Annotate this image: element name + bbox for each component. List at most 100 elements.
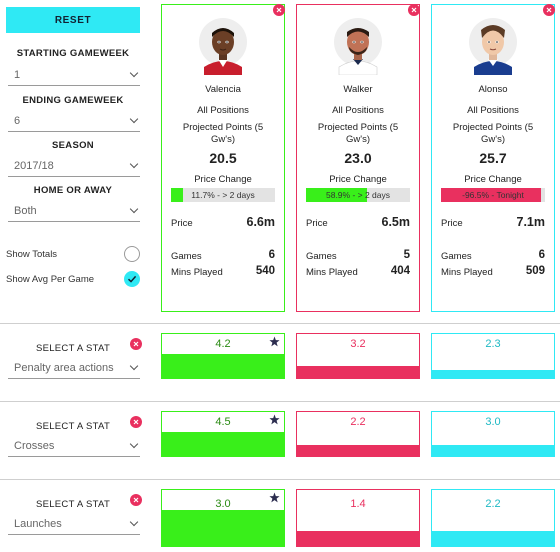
player-name: Valencia (205, 84, 241, 95)
stat-value: 2.2 (485, 498, 501, 510)
chevron-down-icon (129, 68, 139, 78)
star-icon (269, 336, 280, 347)
price-change-label: Price Change (194, 174, 252, 185)
starting-gameweek-value: 1 (14, 68, 21, 81)
ending-gameweek-value: 6 (14, 114, 21, 127)
projected-points-value: 20.5 (209, 150, 237, 166)
price-value: 6.6m (246, 215, 276, 229)
player-name: Alonso (478, 84, 508, 95)
chevron-down-icon (129, 159, 139, 169)
games-label: Games (171, 251, 202, 262)
remove-player-button[interactable] (543, 4, 555, 16)
close-icon (133, 497, 139, 503)
home-or-away-label: HOME OR AWAY (33, 185, 113, 196)
price-change-fill (306, 188, 368, 202)
stat-value-box: 3.2 (296, 333, 420, 379)
remove-player-button[interactable] (408, 4, 420, 16)
stat-value-box: 3.0 (431, 411, 555, 457)
stat-select-value: Penalty area actions (14, 361, 114, 374)
stat-select[interactable]: Launches (8, 513, 140, 535)
games-value: 6 (538, 249, 545, 261)
remove-stat-button[interactable] (130, 494, 142, 506)
stat-value: 2.2 (350, 416, 366, 428)
starting-gameweek-label: STARTING GAMEWEEK (16, 48, 130, 59)
player-card: Walker All Positions Projected Points (5… (296, 4, 420, 312)
chevron-down-icon (129, 114, 139, 124)
price-change-fill (171, 188, 184, 202)
games-label: Games (441, 251, 472, 262)
stat-value-box: 2.3 (431, 333, 555, 379)
stat-bar (432, 445, 554, 456)
projected-points-value: 25.7 (479, 150, 507, 166)
remove-stat-button[interactable] (130, 416, 142, 428)
projected-points-label: Projected Points (5 Gw's) (317, 122, 399, 145)
select-stat-label: SELECT A STAT (35, 421, 111, 432)
mins-played-label: Mins Played (171, 267, 223, 278)
player-position: All Positions (332, 105, 384, 116)
mins-played-label: Mins Played (306, 267, 358, 278)
select-stat-label: SELECT A STAT (35, 343, 111, 354)
mins-played-value: 404 (390, 265, 410, 277)
stat-value: 1.4 (350, 498, 366, 510)
games-label: Games (306, 251, 337, 262)
price-value: 6.5m (381, 215, 411, 229)
mins-played-value: 540 (255, 265, 275, 277)
ending-gameweek-select[interactable]: 6 (8, 110, 140, 132)
player-name: Walker (343, 84, 373, 95)
price-change-bar: -96.5% - Tonight (441, 188, 545, 202)
projected-points-label: Projected Points (5 Gw's) (182, 122, 264, 145)
stat-select[interactable]: Penalty area actions (8, 357, 140, 379)
stat-bar (432, 370, 554, 378)
stat-value-box: 1.4 (296, 489, 420, 547)
home-or-away-select[interactable]: Both (8, 200, 140, 222)
star-icon (269, 492, 280, 503)
player-position: All Positions (467, 105, 519, 116)
remove-stat-button[interactable] (130, 338, 142, 350)
mins-played-value: 509 (525, 265, 545, 277)
price-label: Price (171, 218, 193, 229)
price-value: 7.1m (516, 215, 546, 229)
price-change-text: 11.7% - > 2 days (191, 190, 255, 200)
show-totals-toggle[interactable] (124, 246, 140, 262)
stat-value-box: 4.5 (161, 411, 285, 457)
checkmark-icon (127, 275, 137, 283)
star-icon (269, 414, 280, 425)
show-totals-label: Show Totals (6, 249, 58, 260)
mins-played-label: Mins Played (441, 267, 493, 278)
close-icon (133, 341, 139, 347)
stat-bar (162, 510, 284, 546)
price-change-label: Price Change (329, 174, 387, 185)
price-change-bar: 58.9% - > 2 days (306, 188, 410, 202)
select-stat-label: SELECT A STAT (35, 499, 111, 510)
stat-value-box: 2.2 (296, 411, 420, 457)
chevron-down-icon (129, 517, 139, 527)
player-position: All Positions (197, 105, 249, 116)
games-value: 6 (268, 249, 275, 261)
player-card: Alonso All Positions Projected Points (5… (431, 4, 555, 312)
ending-gameweek-label: ENDING GAMEWEEK (22, 95, 124, 106)
show-avg-toggle[interactable] (124, 271, 140, 287)
price-label: Price (306, 218, 328, 229)
starting-gameweek-select[interactable]: 1 (8, 64, 140, 86)
divider (0, 401, 560, 402)
season-select[interactable]: 2017/18 (8, 155, 140, 177)
stat-select-value: Crosses (14, 439, 55, 452)
close-icon (133, 419, 139, 425)
remove-player-button[interactable] (273, 4, 285, 16)
season-value: 2017/18 (14, 159, 54, 172)
stat-value: 4.5 (215, 416, 231, 428)
stat-bar (297, 531, 419, 546)
stat-select[interactable]: Crosses (8, 435, 140, 457)
close-icon (276, 7, 282, 13)
projected-points-label: Projected Points (5 Gw's) (452, 122, 534, 145)
player-avatar (334, 18, 382, 75)
divider (0, 479, 560, 480)
price-change-fill (441, 188, 542, 202)
stat-bar (297, 366, 419, 378)
player-avatar (199, 18, 247, 75)
price-change-bar: 11.7% - > 2 days (171, 188, 275, 202)
stat-value: 3.2 (350, 338, 366, 350)
close-icon (546, 7, 552, 13)
stat-value: 3.0 (485, 416, 501, 428)
reset-button[interactable]: RESET (6, 7, 140, 33)
